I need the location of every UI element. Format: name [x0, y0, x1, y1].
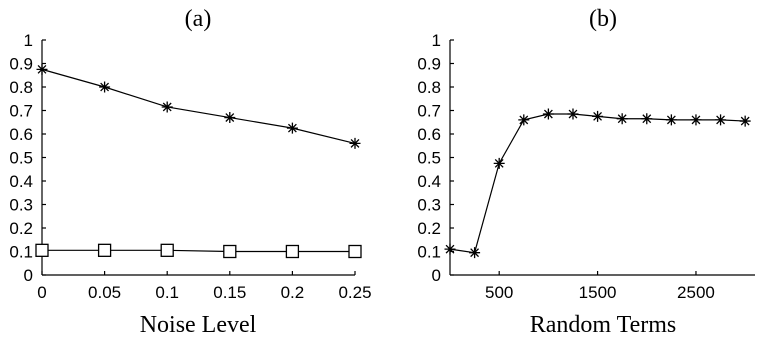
- x-tick-label: 0: [37, 283, 46, 302]
- data-point-square: [160, 243, 174, 257]
- y-tick-label: 0.7: [417, 102, 441, 121]
- y-tick-label: 0.2: [417, 219, 441, 238]
- y-tick-label: 0.3: [417, 196, 441, 215]
- data-point-square: [97, 243, 112, 257]
- data-point-star: [542, 108, 554, 120]
- y-tick-label: 0.1: [9, 243, 33, 262]
- x-axis-label: Noise Level: [140, 312, 257, 338]
- data-point-star: [616, 113, 628, 125]
- series-line: [41, 68, 356, 144]
- data-point-square: [285, 244, 300, 259]
- x-tick-label: 0.05: [88, 283, 121, 302]
- y-tick-label: 0.9: [9, 55, 33, 74]
- y-tick-label: 0.5: [417, 149, 441, 168]
- y-tick-label: 1: [432, 31, 441, 50]
- data-point-star: [641, 113, 653, 125]
- x-axis-label: Random Terms: [530, 312, 677, 338]
- data-point-star: [665, 114, 677, 126]
- data-point-star: [518, 114, 530, 126]
- y-tick-label: 0.1: [417, 243, 441, 262]
- data-point-star: [493, 157, 505, 169]
- data-point-square: [348, 244, 362, 259]
- y-tick-label: 0.7: [9, 102, 33, 121]
- y-tick-label: 0.6: [417, 125, 441, 144]
- y-tick-label: 1: [24, 31, 33, 50]
- x-tick-label: 2500: [677, 283, 715, 302]
- data-point-star: [349, 137, 361, 149]
- chart-title: (b): [589, 6, 617, 32]
- y-tick-label: 0: [432, 266, 441, 285]
- y-tick-label: 0.6: [9, 125, 33, 144]
- y-tick-label: 0.3: [9, 196, 33, 215]
- data-point-star: [161, 101, 173, 113]
- data-point-square: [35, 243, 49, 257]
- y-tick-label: 0.9: [417, 55, 441, 74]
- y-tick-label: 0.4: [9, 172, 33, 191]
- series-line: [42, 249, 355, 253]
- data-point-star: [715, 114, 727, 126]
- x-tick-label: 0.1: [155, 283, 179, 302]
- data-point-star: [286, 122, 298, 134]
- data-point-star: [592, 110, 604, 122]
- y-tick-label: 0: [24, 266, 33, 285]
- x-tick-label: 1500: [579, 283, 617, 302]
- series-line: [449, 113, 746, 254]
- y-tick-label: 0.8: [417, 78, 441, 97]
- y-tick-label: 0.2: [9, 219, 33, 238]
- data-point-star: [690, 114, 702, 126]
- data-point-star: [469, 247, 481, 259]
- chart-a: (a) 0 0.1 0.2 0.3 0.4 0.5 0.6 0.7 0.8 0.9 1 0 0.05 0.1…: [9, 6, 371, 338]
- data-point-star: [567, 108, 579, 120]
- data-point-star: [444, 243, 456, 255]
- data-point-square: [223, 244, 237, 259]
- data-point-star: [99, 81, 111, 93]
- x-tick-label: 500: [485, 283, 513, 302]
- y-tick-label: 0.4: [417, 172, 441, 191]
- data-point-star: [224, 112, 236, 124]
- y-tick-label: 0.8: [9, 78, 33, 97]
- data-point-star: [36, 63, 48, 75]
- data-point-star: [739, 115, 751, 127]
- x-tick-label: 0.2: [281, 283, 305, 302]
- chart-title: (a): [185, 6, 212, 32]
- y-tick-label: 0.5: [9, 149, 33, 168]
- x-tick-label: 0.15: [213, 283, 246, 302]
- x-tick-label: 0.25: [338, 283, 371, 302]
